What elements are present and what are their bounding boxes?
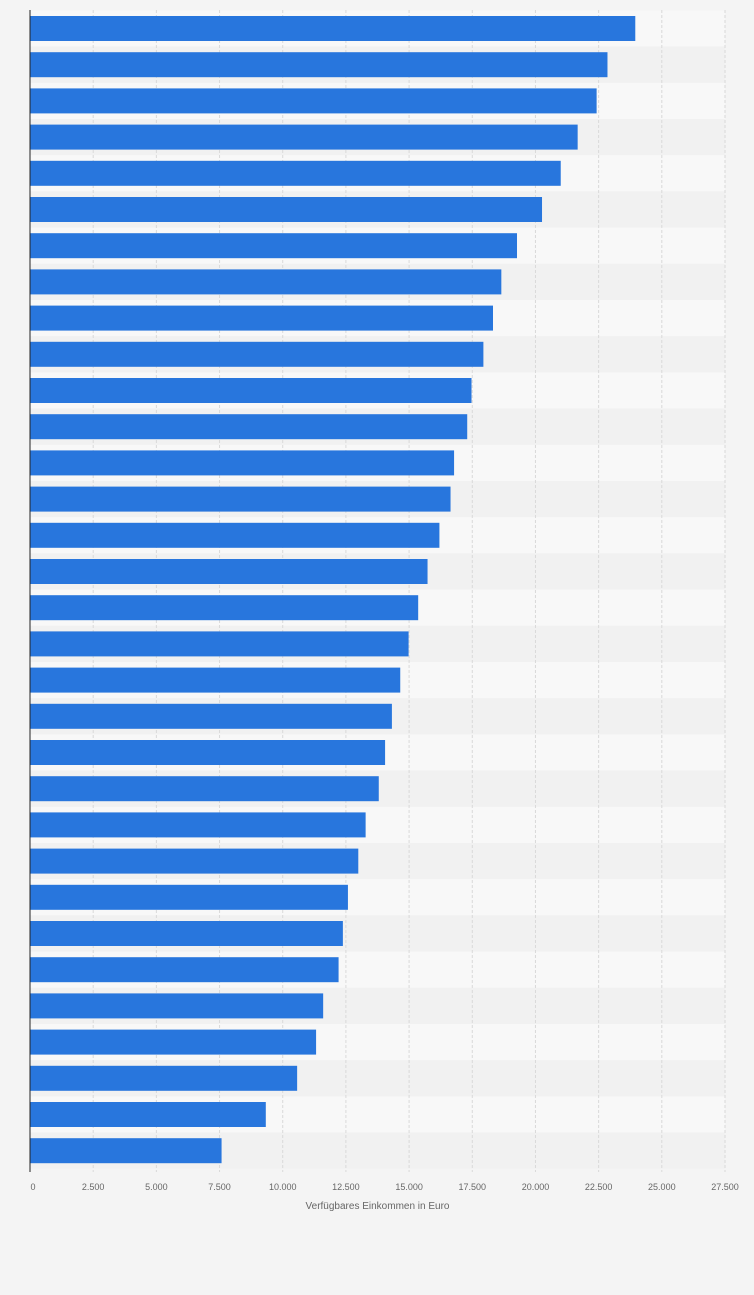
bar (30, 595, 419, 621)
x-tick-labels: 0 2.500 5.000 7.500 10.000 12.500 15.000 17.500… (30, 1182, 738, 1192)
bar (30, 776, 379, 802)
bar (30, 88, 597, 114)
gridlines (92, 10, 726, 1172)
x-axis-title: Verfügbares Einkommen in Euro (306, 1201, 450, 1212)
bar (30, 1138, 222, 1164)
bar (30, 993, 324, 1019)
bar (30, 812, 366, 838)
x-tick-label: 20.000 (522, 1182, 550, 1192)
bar (30, 631, 409, 657)
bar (30, 921, 343, 946)
bars (30, 16, 636, 1164)
x-tick-label: 12.500 (332, 1182, 360, 1192)
bar (30, 703, 392, 729)
bar (30, 1029, 317, 1055)
x-tick-label: 22.500 (585, 1182, 613, 1192)
bar (30, 52, 608, 78)
x-tick-label: 25.000 (648, 1182, 676, 1192)
x-tick-label: 5.000 (145, 1182, 168, 1192)
bar (30, 740, 386, 765)
bar (30, 957, 339, 983)
bar (30, 522, 440, 548)
bar (30, 414, 468, 440)
bar (30, 848, 359, 874)
bar (30, 160, 561, 186)
x-tick-label: 27.500 (711, 1182, 739, 1192)
bar (30, 16, 636, 41)
bar (30, 450, 455, 476)
bar (30, 197, 543, 222)
bar (30, 378, 472, 403)
bar (30, 667, 401, 693)
x-tick-label: 2.500 (82, 1182, 105, 1192)
bar (30, 1065, 298, 1091)
x-tick-label: 17.500 (459, 1182, 487, 1192)
x-tick-label: 10.000 (269, 1182, 297, 1192)
x-tick-label: 7.500 (208, 1182, 231, 1192)
bar (30, 486, 451, 512)
bar (30, 341, 484, 367)
bar (30, 124, 578, 150)
bar (30, 269, 502, 295)
x-tick-label: 0 (30, 1182, 35, 1192)
x-tick-label: 15.000 (395, 1182, 423, 1192)
bar (30, 884, 348, 910)
bar (30, 305, 493, 331)
bar (30, 1102, 266, 1127)
bar (30, 233, 518, 259)
bar (30, 559, 428, 584)
